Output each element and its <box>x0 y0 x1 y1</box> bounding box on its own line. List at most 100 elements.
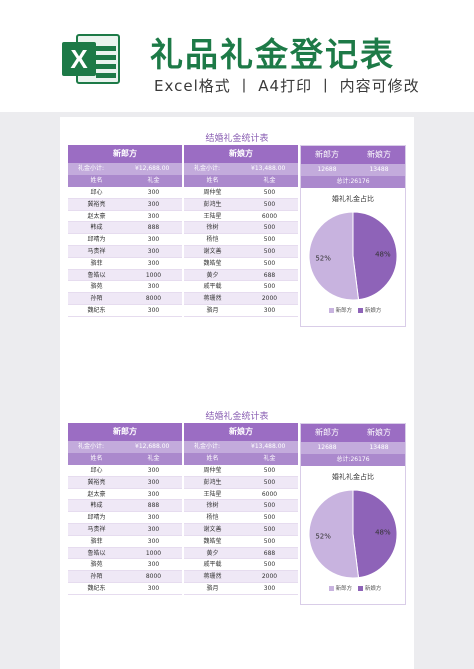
guest-name: 周仲莹 <box>203 189 222 196</box>
guest-name: 王陆星 <box>203 212 222 220</box>
table-row: 鲁皓以 1000 <box>68 269 182 282</box>
chart-legend: 新郎方 新娘方 <box>301 584 405 592</box>
table-row: 孙陌 8000 <box>68 571 182 583</box>
gift-amount: 300 <box>147 525 160 533</box>
table-row: 邱心 300 <box>68 187 182 199</box>
guest-name: 蒋珊然 <box>203 295 222 303</box>
gift-amount: 300 <box>147 537 160 545</box>
table-row: 赵太豪 300 <box>68 211 182 223</box>
page-subtitle: Excel格式 丨 A4打印 丨 内容可修改 <box>154 77 420 95</box>
guest-name: 戚平载 <box>203 283 222 291</box>
guest-name: 杨恺 <box>206 236 219 244</box>
pie-label-bride: 48% <box>375 251 391 259</box>
guest-name: 魏纪东 <box>87 584 106 592</box>
table-row: 骆菲 300 <box>68 258 182 270</box>
table-row: 彭鸿生 500 <box>184 198 298 211</box>
chart-title: 婚礼礼金占比 <box>332 195 374 203</box>
block-title: 结婚礼金统计表 <box>205 412 269 422</box>
groom-header: 新郎方 <box>68 423 182 441</box>
gift-amount: 500 <box>263 247 276 255</box>
guest-name: 鲁皓以 <box>87 549 106 557</box>
gift-amount: 300 <box>147 200 160 208</box>
gift-amount: 300 <box>147 306 160 314</box>
guest-name: 冀裕亮 <box>87 200 106 208</box>
groom-subtotal: 礼金小计: ¥12,688.00 <box>68 441 182 453</box>
guest-name: 马贵祥 <box>87 247 106 255</box>
table-row: 彭鸿生 500 <box>184 476 298 489</box>
guest-name: 韩成 <box>90 224 103 232</box>
gift-amount: 300 <box>147 212 160 220</box>
guest-name: 骆月 <box>206 306 219 314</box>
pie-label-bride: 48% <box>375 529 391 537</box>
bride-header: 新娘方 <box>184 423 298 441</box>
legend-swatch-bride <box>357 308 363 313</box>
summary-total: 总计:26176 <box>301 176 405 188</box>
summary-panel: 新郎方 新娘方 12688 13488 总计:26176 婚礼礼金占比 48% 5… <box>300 423 406 605</box>
gift-amount: 300 <box>147 247 160 255</box>
table-row: 邱心 300 <box>68 465 182 477</box>
table-row: 蒋珊然 2000 <box>184 293 298 305</box>
guest-name: 孙陌 <box>90 295 103 303</box>
table-row: 赵太豪 300 <box>68 489 182 501</box>
bride-header: 新娘方 <box>184 145 298 163</box>
guest-name: 马贵祥 <box>87 525 106 533</box>
gift-amount: 2000 <box>261 573 278 581</box>
pie-chart: 48% 52% <box>308 211 398 301</box>
gift-amount: 300 <box>147 490 160 498</box>
table-row: 魏纪东 300 <box>68 583 182 595</box>
gift-amount: 300 <box>263 584 276 592</box>
table-row: 冀裕亮 300 <box>68 198 182 211</box>
table-row: 徐树 500 <box>184 500 298 513</box>
table-row: 魏纪东 300 <box>68 305 182 317</box>
table-row: 马贵祥 300 <box>68 245 182 258</box>
gift-amount: 888 <box>147 224 160 232</box>
legend-swatch-groom <box>328 586 334 591</box>
legend-swatch-bride <box>357 586 363 591</box>
gift-amount: 300 <box>147 283 160 291</box>
summary-header: 新郎方 新娘方 <box>301 424 405 442</box>
document-page: 结婚礼金统计表 新郎方 礼金小计: ¥12,688.00 姓名 礼金 邱心 300… <box>60 117 414 669</box>
guest-name: 彭鸿生 <box>203 200 222 208</box>
bride-subtotal: 礼金小计: ¥13,488.00 <box>184 441 298 453</box>
guest-name: 鲁皓以 <box>87 271 106 279</box>
table-row: 骆苑 300 <box>68 281 182 294</box>
gift-amount: 1000 <box>145 271 162 279</box>
table-row: 杨恺 500 <box>184 512 298 524</box>
guest-name: 黄夕 <box>206 549 219 557</box>
guest-name: 蒋珊然 <box>203 573 222 581</box>
legend-swatch-groom <box>328 308 334 313</box>
table-row: 骆月 300 <box>184 305 298 317</box>
table-row: 黄夕 688 <box>184 547 298 560</box>
bride-panel: 新娘方 礼金小计: ¥13,488.00 姓名 礼金 周仲莹 500 彭鸿生 500 王… <box>184 423 298 605</box>
excel-logo-letter: X <box>62 42 96 76</box>
gift-amount: 300 <box>147 514 160 522</box>
bride-column-header: 姓名 礼金 <box>184 453 298 465</box>
gift-amount: 1000 <box>145 549 162 557</box>
pie-label-groom: 52% <box>315 254 331 262</box>
guest-name: 邱晴为 <box>87 236 106 244</box>
table-row: 骆月 300 <box>184 583 298 595</box>
gift-amount: 300 <box>147 478 160 486</box>
summary-values: 12688 13488 <box>301 442 405 454</box>
guest-name: 骆月 <box>206 584 219 592</box>
bride-panel: 新娘方 礼金小计: ¥13,488.00 姓名 礼金 周仲莹 500 彭鸿生 500 王… <box>184 145 298 327</box>
guest-name: 邱晴为 <box>87 514 106 522</box>
gift-amount: 500 <box>263 478 276 486</box>
gift-amount: 500 <box>263 561 276 569</box>
guest-name: 邱心 <box>90 467 103 474</box>
guest-name: 魏纪东 <box>87 306 106 314</box>
gift-amount: 300 <box>263 306 276 314</box>
guest-name: 赵太豪 <box>87 490 106 498</box>
table-row: 马贵祥 300 <box>68 523 182 536</box>
table-row: 魏皓莹 500 <box>184 258 298 270</box>
table-row: 黄夕 688 <box>184 269 298 282</box>
guest-name: 骆苑 <box>90 283 103 291</box>
table-row: 鲁皓以 1000 <box>68 547 182 560</box>
gift-amount: 300 <box>147 189 160 196</box>
guest-name: 谢文善 <box>203 247 222 255</box>
table-row: 韩成 888 <box>68 222 182 235</box>
table-row: 戚平载 500 <box>184 281 298 294</box>
excel-logo-icon: X <box>62 34 122 84</box>
chart-legend: 新郎方 新娘方 <box>301 306 405 314</box>
chart-title: 婚礼礼金占比 <box>332 473 374 481</box>
